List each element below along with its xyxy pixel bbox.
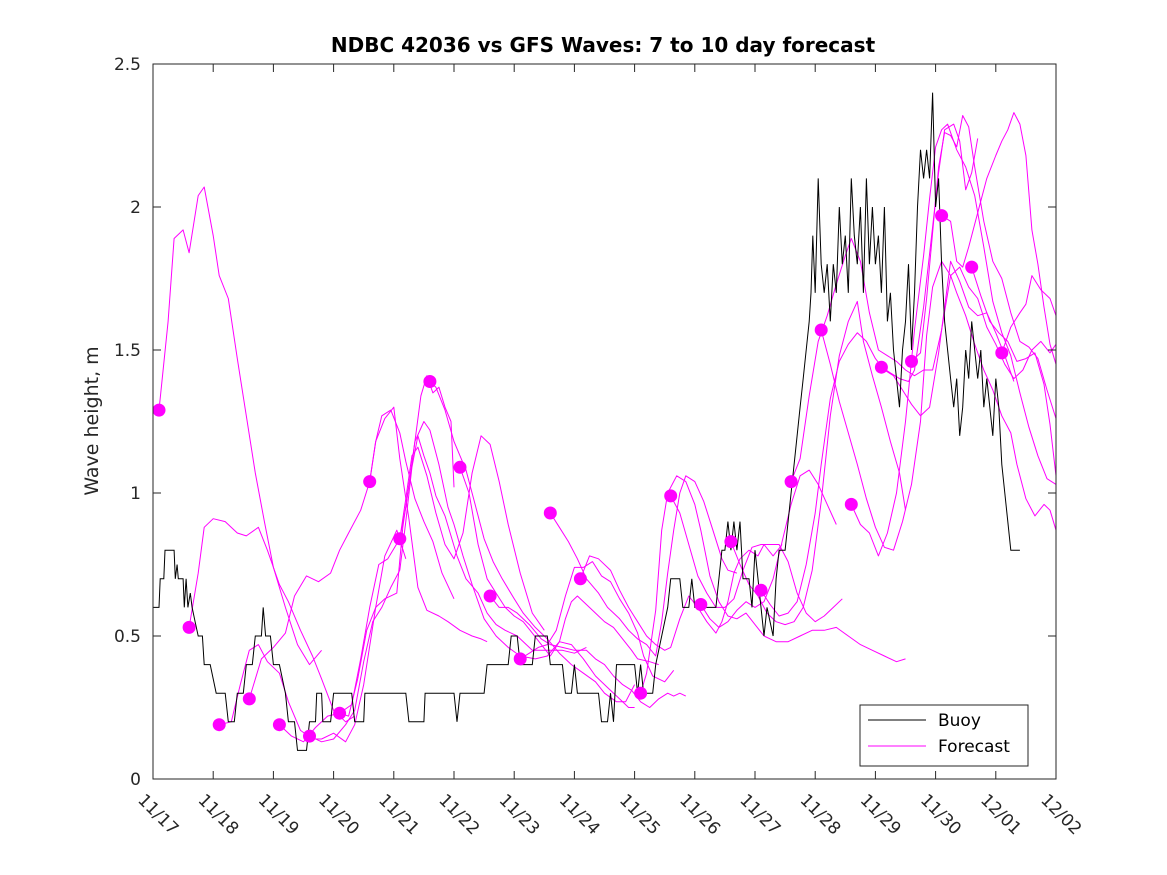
forecast-line-28 bbox=[1001, 275, 1057, 354]
legend: Buoy Forecast bbox=[859, 704, 1029, 767]
forecast-line-26 bbox=[941, 112, 1057, 365]
y-tick-label: 2.5 bbox=[114, 55, 141, 75]
forecast-line-6 bbox=[309, 435, 587, 743]
forecast-marker-18 bbox=[694, 598, 708, 611]
forecast-line-19 bbox=[730, 300, 906, 626]
forecast-marker-27 bbox=[965, 260, 979, 274]
forecast-marker-25 bbox=[905, 354, 918, 368]
forecast-line-27 bbox=[971, 266, 1057, 476]
forecast-marker-13 bbox=[513, 652, 527, 666]
forecast-line-8 bbox=[369, 406, 488, 643]
legend-forecast-label: Forecast bbox=[938, 737, 1010, 757]
forecast-marker-19 bbox=[724, 535, 738, 549]
y-tick-label: 0.5 bbox=[114, 627, 141, 647]
y-tick-label: 1 bbox=[130, 484, 141, 504]
forecast-marker-1 bbox=[152, 403, 166, 417]
forecast-marker-10 bbox=[423, 375, 437, 388]
y-tick-label: 2 bbox=[130, 198, 141, 218]
chart-title: NDBC 42036 vs GFS Waves: 7 to 10 day for… bbox=[331, 33, 876, 57]
forecast-line-1 bbox=[158, 186, 322, 666]
forecast-marker-5 bbox=[272, 718, 286, 732]
plot-frame bbox=[152, 63, 1057, 780]
forecast-line-15 bbox=[579, 544, 783, 651]
forecast-line-12 bbox=[489, 595, 687, 708]
forecast-marker-3 bbox=[212, 718, 226, 732]
forecast-marker-24 bbox=[874, 360, 888, 374]
buoy-line bbox=[153, 92, 1020, 751]
forecast-marker-6 bbox=[303, 729, 316, 743]
forecast-markers-group bbox=[152, 209, 1009, 743]
y-tick-label: 1.5 bbox=[114, 341, 141, 361]
forecast-marker-26 bbox=[935, 209, 949, 223]
forecast-line-9 bbox=[399, 421, 635, 708]
forecast-line-16 bbox=[640, 475, 906, 694]
forecast-line-13 bbox=[519, 561, 675, 683]
forecast-line-18 bbox=[700, 469, 837, 628]
forecast-marker-14 bbox=[543, 506, 557, 520]
forecast-marker-4 bbox=[242, 692, 256, 706]
y-axis-label: Wave height, m bbox=[81, 346, 103, 495]
forecast-marker-11 bbox=[453, 460, 467, 474]
forecast-marker-28 bbox=[995, 346, 1009, 360]
legend-box bbox=[859, 704, 1029, 767]
forecast-marker-17 bbox=[664, 489, 678, 503]
forecast-marker-2 bbox=[182, 620, 196, 634]
forecast-marker-9 bbox=[393, 532, 407, 546]
buoy-series-group bbox=[153, 92, 1020, 751]
forecast-marker-12 bbox=[483, 589, 497, 603]
forecast-line-17 bbox=[670, 495, 843, 623]
forecast-line-4 bbox=[248, 409, 455, 700]
legend-buoy-label: Buoy bbox=[938, 711, 981, 731]
forecast-line-10 bbox=[429, 381, 636, 703]
forecast-line-11 bbox=[459, 467, 659, 666]
forecast-marker-16 bbox=[634, 686, 648, 700]
forecast-marker-15 bbox=[573, 572, 587, 586]
forecast-marker-21 bbox=[784, 475, 798, 489]
forecast-line-2 bbox=[188, 518, 355, 723]
y-axis: 0 0.5 1 1.5 2 2.5 bbox=[114, 55, 1056, 790]
forecast-line-20 bbox=[760, 260, 1015, 617]
y-tick-label: 0 bbox=[130, 770, 141, 790]
forecast-line-23 bbox=[850, 123, 1057, 557]
forecast-marker-8 bbox=[363, 475, 377, 489]
forecast-marker-7 bbox=[333, 706, 347, 720]
forecast-marker-20 bbox=[754, 583, 768, 597]
forecast-line-25 bbox=[911, 115, 1057, 419]
forecast-marker-23 bbox=[844, 497, 858, 511]
forecast-marker-22 bbox=[814, 323, 828, 337]
